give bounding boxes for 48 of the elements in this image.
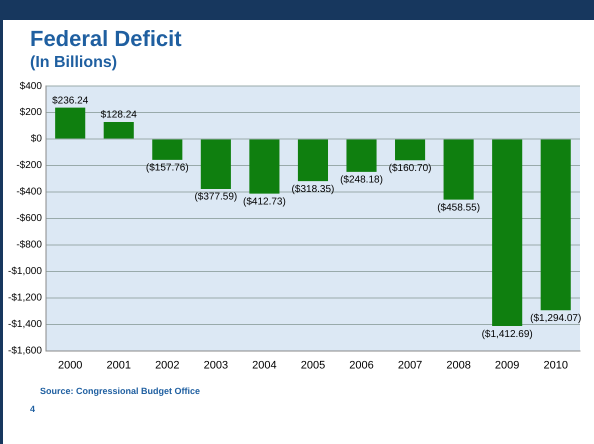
chart-title: Federal Deficit (30, 26, 182, 52)
data-label: $128.24 (100, 110, 138, 121)
x-tick-label: 2004 (252, 359, 277, 372)
y-tick-label: -$1,600 (8, 346, 42, 357)
bar (346, 139, 377, 172)
data-label: ($412.73) (243, 196, 286, 208)
bar (492, 139, 522, 326)
bar (298, 139, 328, 182)
data-label: ($377.59) (194, 192, 238, 203)
x-tick-label: 2010 (543, 359, 568, 372)
source-note: Source: Congressional Budget Office (40, 386, 200, 396)
x-tick-label: 2006 (349, 359, 374, 372)
y-tick-label: $400 (20, 80, 42, 92)
x-tick-label: 2007 (398, 359, 422, 372)
y-tick-label: -$400 (16, 186, 42, 198)
x-tick-label: 2002 (155, 359, 180, 372)
bar (152, 139, 182, 160)
bar (104, 122, 134, 138)
data-label: ($318.35) (292, 184, 334, 195)
x-tick-label: 2005 (300, 359, 326, 372)
data-label: ($248.18) (340, 174, 383, 186)
x-tick-label: 2001 (106, 359, 131, 372)
bar (200, 139, 231, 189)
data-label: $236.24 (52, 95, 89, 106)
y-tick-label: -$1,000 (8, 266, 42, 278)
y-tick-label: -$600 (16, 213, 42, 224)
data-label: ($157.76) (146, 162, 189, 174)
y-tick-label: -$200 (16, 160, 42, 172)
x-tick-label: 2009 (494, 359, 520, 372)
bar (444, 139, 474, 200)
data-label: ($1,412.69) (482, 328, 533, 340)
text: 4 (30, 404, 36, 414)
data-label: ($1,294.07) (530, 313, 582, 324)
y-tick-label: -$800 (16, 240, 42, 251)
y-tick-label: -$1,200 (8, 292, 42, 304)
bar (55, 108, 86, 138)
data-label: ($458.55) (437, 202, 480, 214)
bar (249, 139, 280, 194)
bar (395, 139, 426, 160)
x-tick-label: 2008 (446, 359, 471, 372)
x-tick-label: 2003 (204, 359, 228, 372)
y-tick-label: $200 (20, 107, 42, 118)
x-tick-label: 2000 (58, 359, 82, 372)
chart-subtitle: (In Billions) (30, 54, 118, 72)
data-label: ($160.70) (388, 162, 432, 174)
bar (540, 139, 571, 310)
y-tick-label: -$1,400 (8, 319, 42, 330)
y-tick-label: $0 (30, 134, 42, 145)
